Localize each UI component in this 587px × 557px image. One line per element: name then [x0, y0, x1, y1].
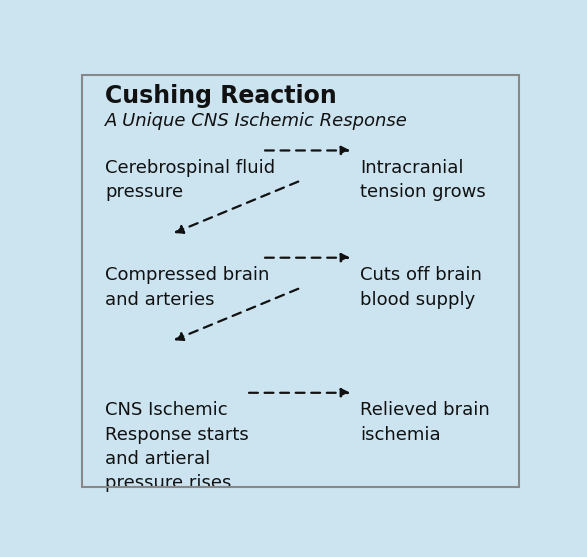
Text: Compressed brain
and arteries: Compressed brain and arteries	[105, 266, 269, 309]
Text: Cushing Reaction: Cushing Reaction	[105, 84, 337, 108]
Text: Intracranial
tension grows: Intracranial tension grows	[360, 159, 485, 201]
Text: CNS Ischemic
Response starts
and artieral
pressure rises: CNS Ischemic Response starts and artiera…	[105, 402, 249, 492]
Text: A Unique CNS Ischemic Response: A Unique CNS Ischemic Response	[105, 112, 408, 130]
Text: Relieved brain
ischemia: Relieved brain ischemia	[360, 402, 490, 444]
Text: Cerebrospinal fluid
pressure: Cerebrospinal fluid pressure	[105, 159, 275, 201]
Text: Cuts off brain
blood supply: Cuts off brain blood supply	[360, 266, 482, 309]
